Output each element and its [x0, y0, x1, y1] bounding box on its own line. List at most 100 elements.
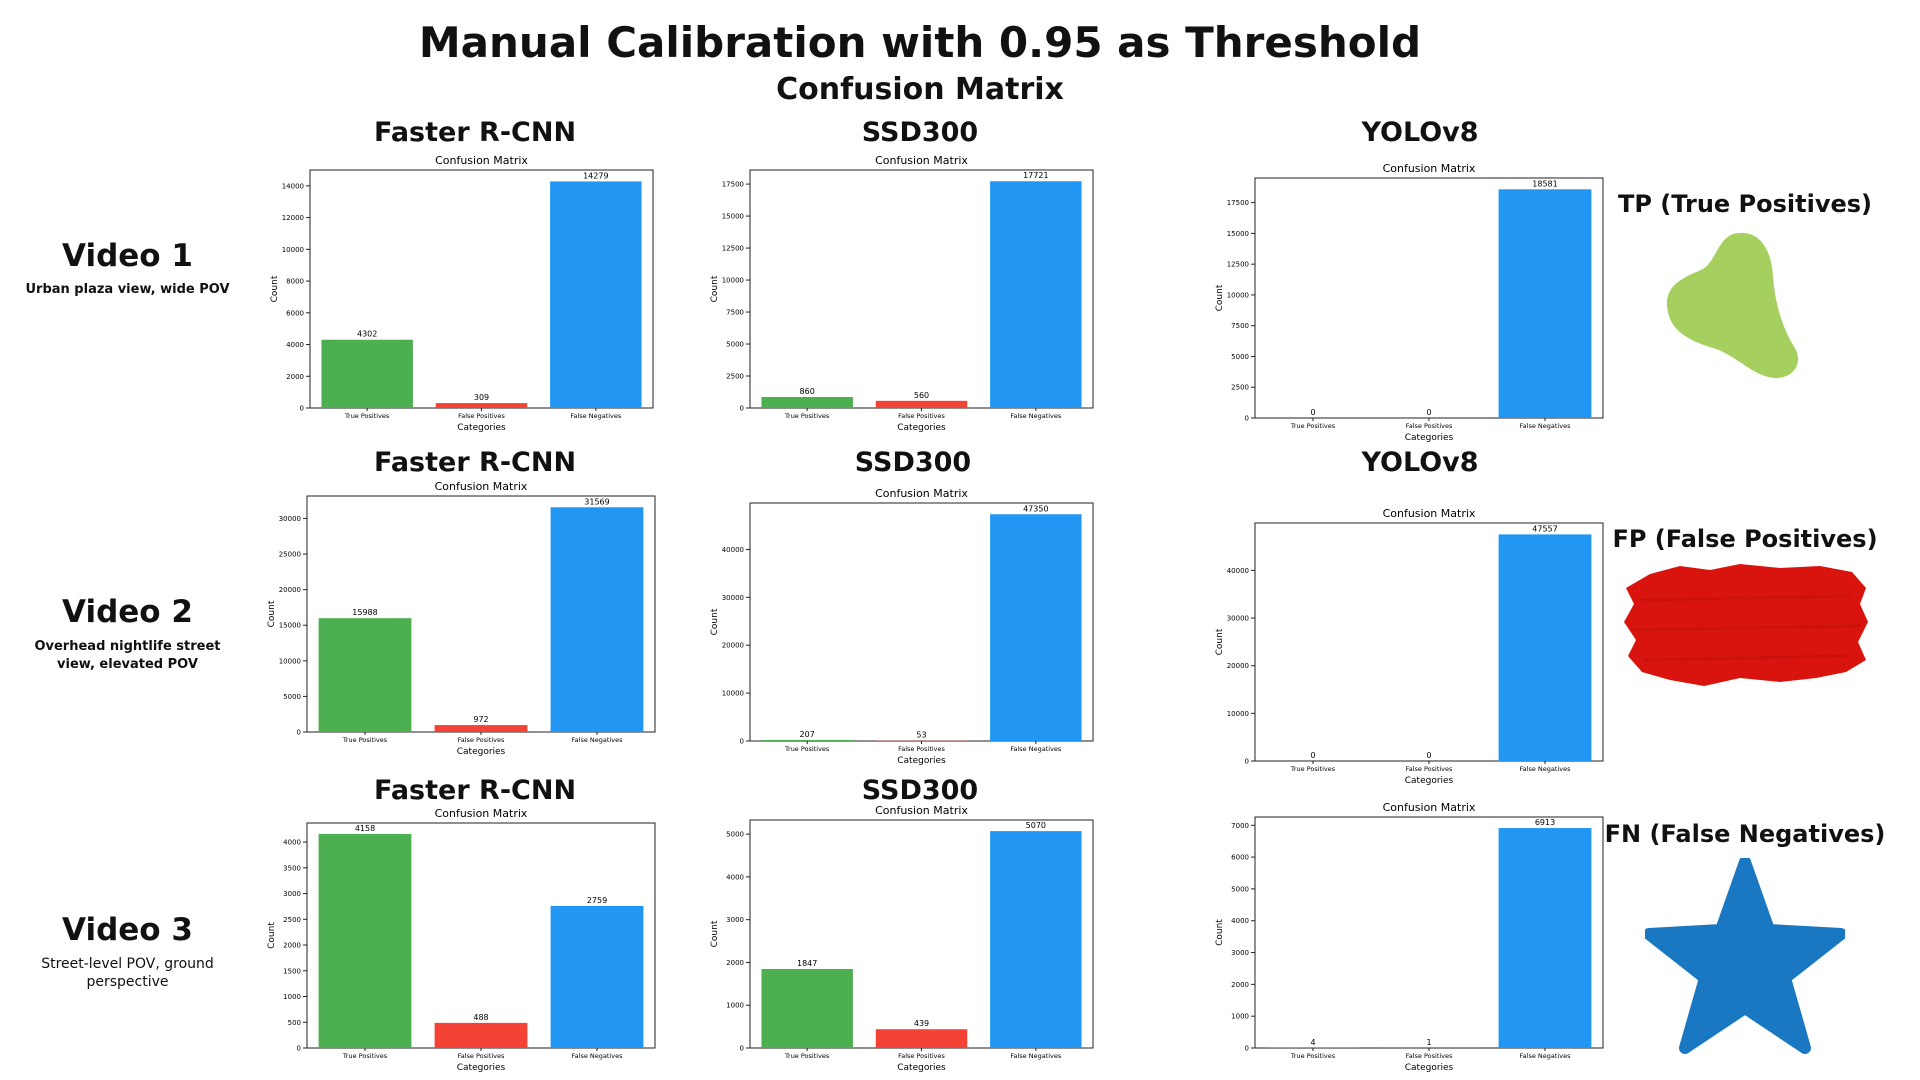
x-axis-label: Categories	[457, 423, 506, 433]
data-label: 18581	[1532, 179, 1557, 188]
x-axis-label: Categories	[897, 756, 946, 766]
x-tick-label: False Positives	[458, 1052, 505, 1060]
y-tick-label: 5000	[283, 693, 301, 701]
data-label: 207	[800, 730, 815, 739]
video-3-description: Street-level POV, ground perspective	[41, 956, 214, 990]
bar-false-negatives	[1498, 828, 1592, 1048]
data-label: 860	[800, 387, 815, 396]
x-tick-label: False Positives	[898, 412, 945, 420]
y-axis-label: Count	[270, 275, 280, 302]
x-tick-label: True Positives	[1290, 1052, 1336, 1060]
x-tick-label: False Negatives	[1520, 765, 1572, 773]
x-tick-label: False Negatives	[570, 412, 622, 420]
y-tick-label: 0	[297, 729, 301, 737]
x-axis-label: Categories	[897, 1063, 946, 1073]
data-label: 47557	[1532, 524, 1557, 533]
y-tick-label: 10000	[1227, 291, 1249, 299]
y-tick-label: 5000	[726, 831, 744, 839]
bar-false-negatives	[1498, 189, 1592, 418]
video-1-title: Video 1	[62, 238, 193, 274]
y-tick-label: 1000	[283, 993, 301, 1001]
model-title-ssd300-row2: SSD300	[854, 447, 972, 478]
x-tick-label: False Positives	[1406, 765, 1453, 773]
y-tick-label: 25000	[279, 551, 301, 559]
data-label: 309	[474, 393, 489, 402]
x-tick-label: False Negatives	[1010, 745, 1062, 753]
y-tick-label: 7500	[1231, 322, 1249, 330]
chart-title: Confusion Matrix	[435, 480, 528, 493]
chart-video1-yolov8: Confusion Matrix 0 2500 5000 7500 10000 12500 1…	[1210, 158, 1615, 450]
y-tick-label: 30000	[1227, 615, 1249, 623]
x-tick-label: False Negatives	[1520, 1052, 1572, 1060]
bar-true-positives	[761, 396, 853, 408]
video-1-description: Urban plaza view, wide POV	[25, 282, 230, 297]
y-tick-label: 10000	[282, 246, 304, 254]
legend-tp-label: TP (True Positives)	[1617, 190, 1873, 218]
y-tick-label: 10000	[279, 657, 301, 665]
chart-title: Confusion Matrix	[1383, 162, 1476, 175]
x-tick-label: False Positives	[898, 745, 945, 753]
x-tick-label: True Positives	[784, 412, 830, 420]
bar-false-negatives	[990, 831, 1082, 1048]
y-tick-label: 8000	[286, 278, 304, 286]
y-axis-label: Count	[1215, 284, 1225, 311]
data-label: 488	[473, 1013, 488, 1022]
y-tick-label: 2000	[1231, 981, 1249, 989]
data-label: 15988	[352, 608, 377, 617]
bar-false-negatives	[550, 181, 642, 408]
chart-video1-ssd300: Confusion Matrix 0 2500 5000 7500 10000 12500 1…	[705, 150, 1105, 440]
video-2-description: Overhead nightlife street view, elevated…	[34, 639, 221, 672]
y-tick-label: 10000	[722, 690, 744, 698]
y-tick-label: 0	[1245, 1045, 1249, 1053]
model-title-faster-rcnn-row2: Faster R-CNN	[373, 447, 577, 478]
y-tick-label: 4000	[283, 839, 301, 847]
y-tick-label: 2000	[726, 959, 744, 967]
x-tick-label: False Negatives	[1520, 422, 1572, 430]
data-label: 17721	[1023, 171, 1048, 180]
y-tick-label: 15000	[722, 213, 744, 221]
data-label: 2759	[587, 896, 607, 905]
data-label: 0	[1310, 408, 1315, 417]
chart-title: Confusion Matrix	[875, 154, 968, 167]
y-tick-label: 40000	[722, 546, 744, 554]
y-tick-label: 0	[740, 738, 744, 746]
y-tick-label: 0	[740, 1045, 744, 1053]
y-tick-label: 5000	[726, 341, 744, 349]
legend-fp-label: FP (False Positives)	[1612, 525, 1878, 553]
data-label: 972	[473, 715, 488, 724]
y-tick-label: 3000	[1231, 949, 1249, 957]
y-tick-label: 15000	[1227, 230, 1249, 238]
y-tick-label: 500	[288, 1019, 301, 1027]
y-tick-label: 30000	[722, 594, 744, 602]
y-tick-label: 6000	[286, 309, 304, 317]
bar-true-positives	[318, 833, 412, 1048]
y-tick-label: 5000	[1231, 353, 1249, 361]
x-tick-label: False Positives	[1406, 422, 1453, 430]
bar-false-negatives	[550, 507, 644, 732]
data-label: 439	[914, 1019, 929, 1028]
x-tick-label: True Positives	[342, 736, 388, 744]
y-tick-label: 0	[297, 1045, 301, 1053]
y-tick-label: 2500	[726, 373, 744, 381]
x-axis-label: Categories	[897, 423, 946, 433]
y-tick-label: 3000	[283, 890, 301, 898]
data-label: 53	[916, 731, 926, 740]
y-tick-label: 0	[740, 405, 744, 413]
y-tick-label: 17500	[722, 181, 744, 189]
y-axis-label: Count	[267, 922, 277, 949]
x-tick-label: True Positives	[1290, 765, 1336, 773]
bar-false-positives	[875, 400, 968, 408]
bar-true-positives	[321, 339, 413, 408]
y-tick-label: 0	[300, 405, 304, 413]
y-tick-label: 1000	[1231, 1013, 1249, 1021]
bar-true-positives	[761, 740, 853, 741]
bar-false-negatives	[1498, 534, 1592, 761]
x-tick-label: True Positives	[784, 745, 830, 753]
bar-false-negatives	[990, 181, 1082, 408]
data-label: 4	[1310, 1038, 1315, 1047]
model-title-faster-rcnn-row1: Faster R-CNN	[373, 117, 577, 148]
y-tick-label: 3500	[283, 864, 301, 872]
y-axis-label: Count	[710, 608, 720, 635]
y-tick-label: 1000	[726, 1002, 744, 1010]
data-label: 14279	[583, 171, 608, 180]
